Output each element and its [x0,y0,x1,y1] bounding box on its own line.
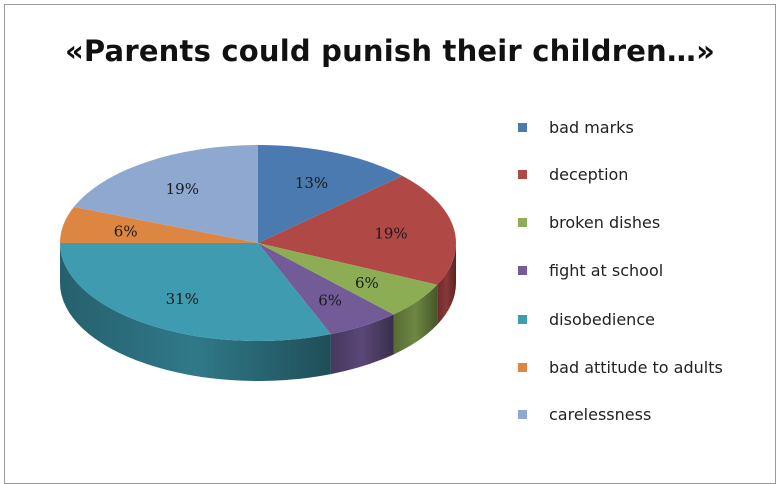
pie-slice-disobedience [60,243,331,341]
legend-swatch [518,410,527,419]
data-label-disobedience: 31% [166,290,199,308]
pie-side-fight-at-school [330,314,394,375]
pie-slice-carelessness [73,145,258,243]
data-label-bad-marks: 13% [295,174,328,192]
chart-title: «Parents could punish their children…» [64,34,716,68]
pie-slice-broken-dishes [258,243,438,315]
pie-side-disobedience [60,243,331,381]
legend-label: broken dishes [549,213,661,232]
legend-swatch [518,363,527,372]
data-label-broken-dishes: 6% [355,274,379,292]
legend-swatch [518,315,527,324]
legend-swatch [518,170,527,179]
pie-side-broken-dishes [393,284,438,355]
legend-swatch [518,218,527,227]
legend-label: bad marks [549,118,634,137]
legend-label: disobedience [549,310,655,329]
data-label-bad-attitude-to-adults: 6% [114,223,138,241]
pie-slice-deception [258,175,456,285]
legend-swatch [518,266,527,275]
data-label-deception: 19% [374,225,407,243]
legend-swatch [518,123,527,132]
legend-label: bad attitude to adults [549,358,723,377]
pie-slice-fight-at-school [258,243,394,335]
legend-label: fight at school [549,261,664,280]
pie-slice-bad-marks [258,145,403,243]
legend-label: deception [549,165,629,184]
legend-label: carelessness [549,405,652,424]
pie-slice-bad-attitude-to-adults [60,206,258,243]
data-label-carelessness: 19% [166,180,199,198]
data-label-fight-at-school: 6% [318,291,342,309]
pie-side-deception [437,243,456,325]
